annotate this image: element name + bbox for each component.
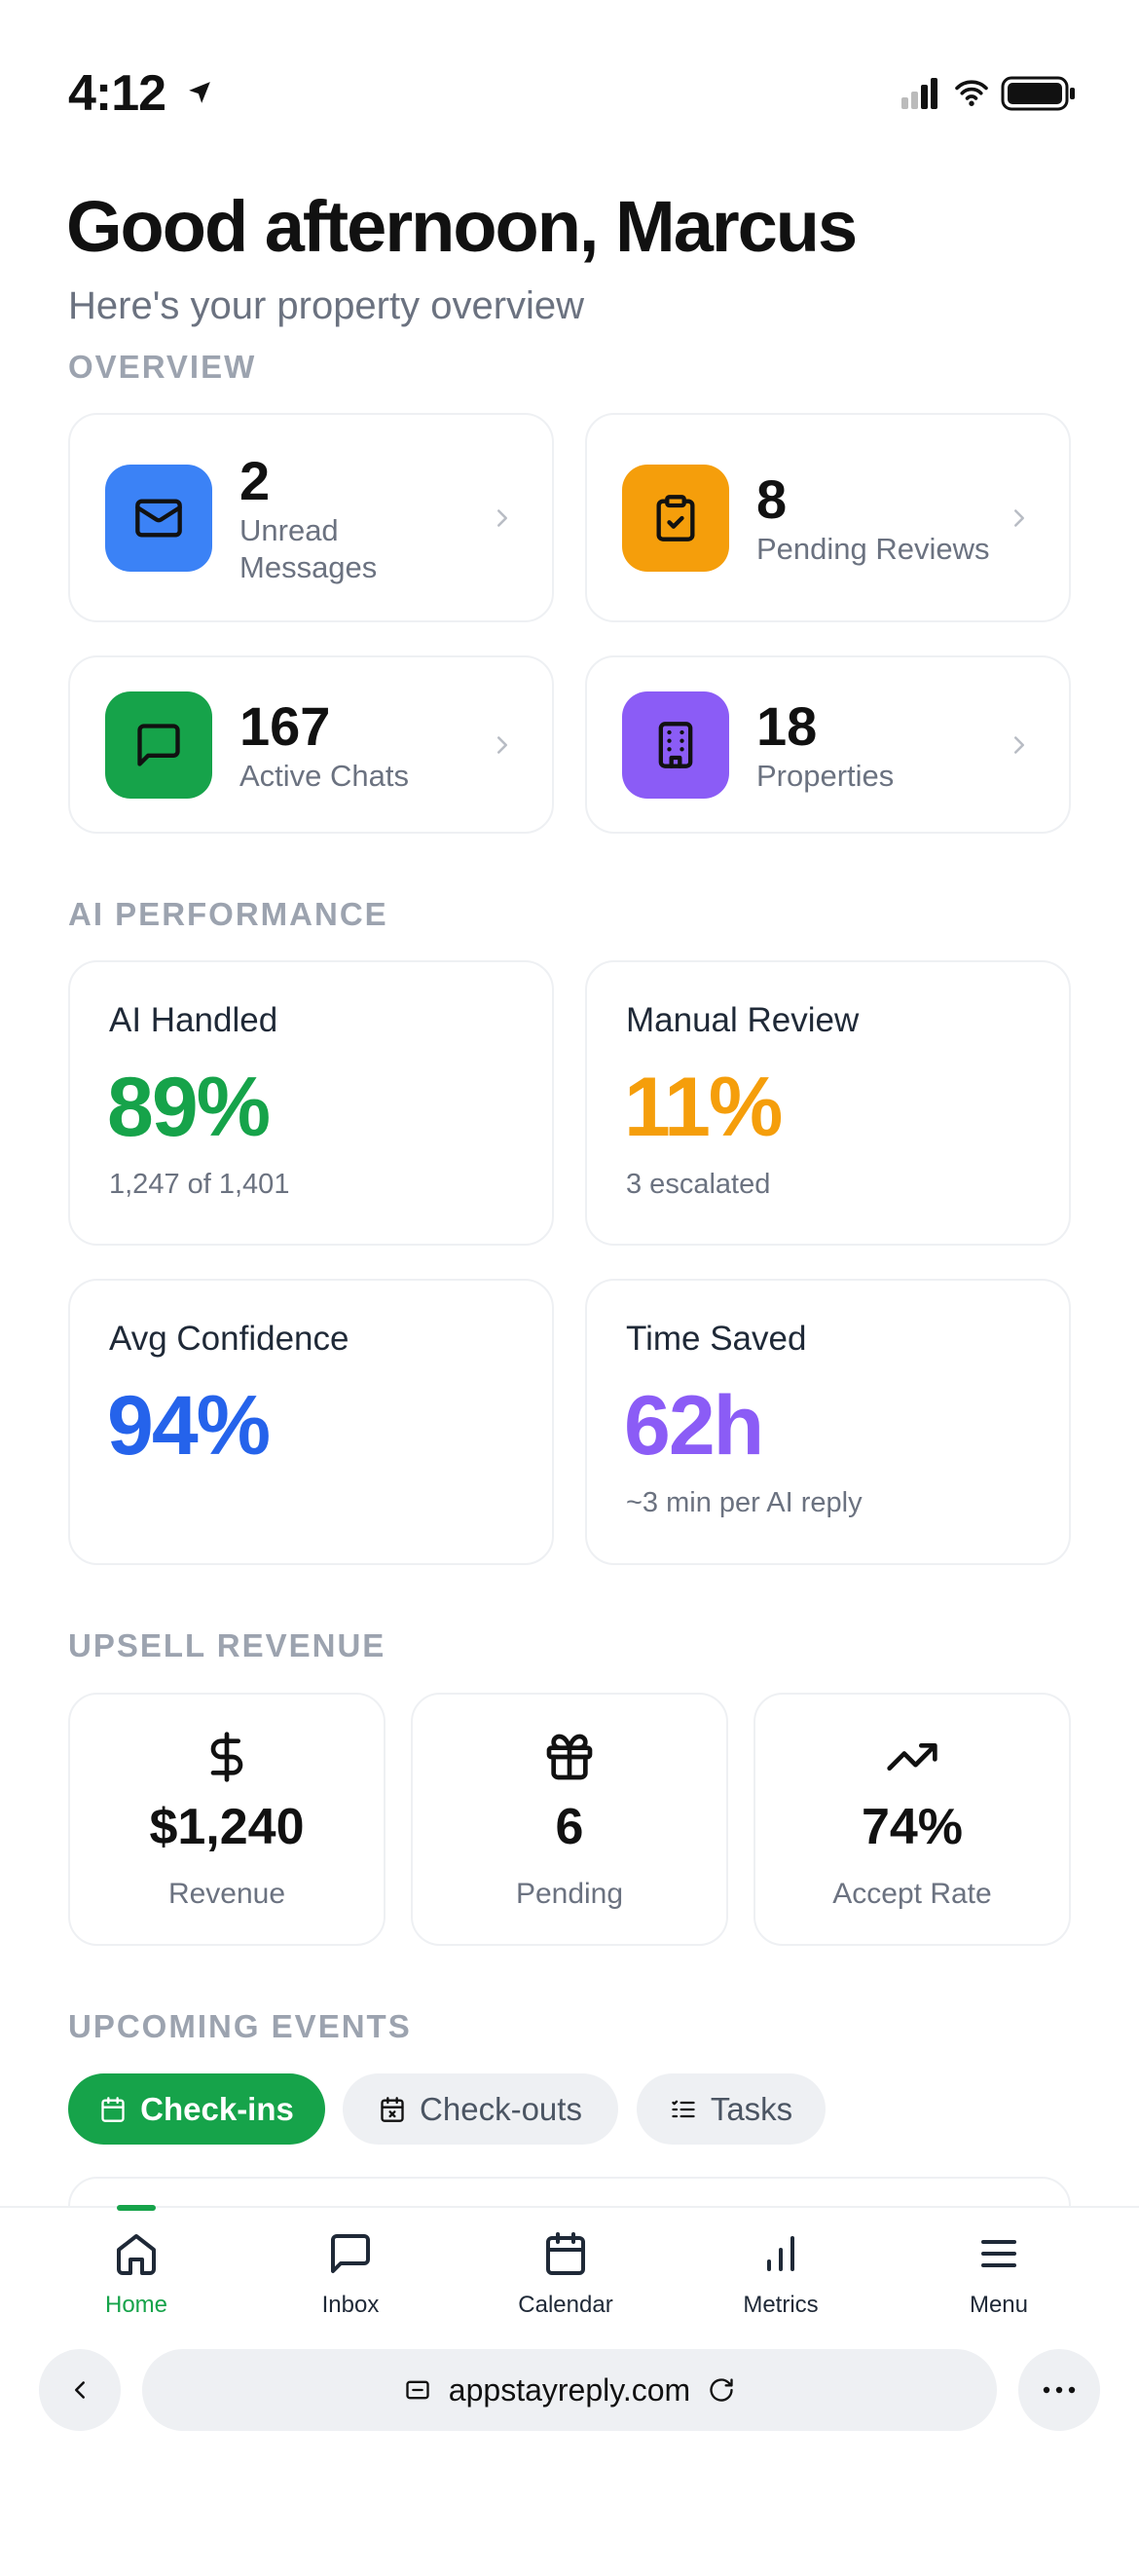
nav-label: Calendar [518,2292,613,2318]
battery-icon [1001,76,1075,111]
stat-label: Properties [756,758,895,793]
stat-card[interactable]: 18 Properties [585,655,1071,834]
tab[interactable]: Tasks [637,2073,826,2145]
nav-label: Menu [969,2292,1029,2318]
metric-card: AI Handled 89% 1,247 of 1,401 [68,960,554,1246]
metric-value: 62h [624,1379,764,1473]
metric-card: Manual Review 11% 3 escalated [585,960,1071,1246]
chevron [1005,730,1034,760]
chevron [488,504,517,533]
metric-detail: ~3 min per AI reply [626,1487,863,1518]
stat-card[interactable]: 2 Unread Messages [68,413,554,622]
upsell-card: 74% Accept Rate [753,1693,1071,1946]
stat-value: 18 [756,694,818,757]
upsell-label: Pending [515,1878,624,1910]
stat-value: 167 [239,694,331,757]
upsell-card: $1,240 Revenue [68,1693,386,1946]
upsell-label: Revenue [167,1878,286,1910]
metric-detail: 3 escalated [626,1169,771,1200]
wifi-icon [955,80,988,106]
tab[interactable]: Check-ins [68,2073,325,2145]
chat-icon [105,691,212,799]
trend-icon [755,1730,1069,1784]
stat-label: Active Chats [239,758,410,793]
upsell-value: 74% [861,1799,964,1855]
upsell-card: 6 Pending [411,1693,728,1946]
stat-value: 2 [239,449,271,511]
metric-value: 89% [107,1061,271,1154]
active-indicator [117,2205,156,2211]
nav-label: Home [104,2292,168,2318]
building-icon [622,691,729,799]
upsell-value: $1,240 [149,1799,305,1855]
metric-label: Manual Review [626,1001,860,1039]
section-heading: UPSELL REVENUE [68,1627,386,1663]
metric-card: Time Saved 62h ~3 min per AI reply [585,1279,1071,1565]
nav-item[interactable]: Calendar [478,2230,653,2319]
section-heading: OVERVIEW [68,349,257,385]
dollar-icon [70,1730,384,1784]
stat-value: 8 [756,467,788,530]
metric-card: Avg Confidence 94% [68,1279,554,1565]
stat-label: Pending Reviews [756,531,990,566]
chevron [1005,504,1034,533]
metric-label: Time Saved [626,1320,807,1358]
stat-card[interactable]: 167 Active Chats [68,655,554,834]
signal-icon [901,78,937,109]
url-bar[interactable]: appstayreply.com [142,2349,997,2431]
stat-card[interactable]: 8 Pending Reviews [585,413,1071,622]
section-heading: UPCOMING EVENTS [68,2008,412,2044]
screen: 4:12 Good afternoon, Marcus Here's your … [0,65,1139,2431]
metric-label: Avg Confidence [109,1320,349,1358]
clipboard-icon [622,464,729,572]
gift-icon [413,1730,726,1784]
section-heading: AI PERFORMANCE [68,896,388,932]
tab-label: Check-ins [140,2090,294,2127]
more-button[interactable] [1018,2349,1100,2431]
back-button[interactable] [39,2349,121,2431]
tab-label: Check-outs [420,2090,582,2127]
metric-value: 94% [107,1379,271,1473]
metric-detail: 1,247 of 1,401 [109,1169,290,1200]
mail-icon [105,464,212,572]
nav-item[interactable]: Home [49,2230,224,2319]
nav-label: Metrics [743,2292,819,2318]
subtitle: Here's your property overview [68,284,585,327]
status-time: 4:12 [68,65,166,122]
metric-label: AI Handled [109,1001,278,1039]
location-icon [189,82,210,103]
upsell-label: Accept Rate [832,1878,992,1910]
upsell-value: 6 [555,1799,584,1855]
tab[interactable]: Check-outs [343,2073,618,2145]
chevron [488,730,517,760]
nav-item[interactable]: Inbox [263,2230,438,2319]
nav-label: Inbox [321,2292,380,2318]
stat-label: Unread Messages [239,512,378,584]
tab-label: Tasks [710,2090,793,2127]
metric-value: 11% [624,1061,783,1154]
nav-item[interactable]: Menu [911,2230,1086,2319]
nav-item[interactable]: Metrics [693,2230,868,2319]
greeting: Good afternoon, Marcus [66,186,858,267]
url: appstayreply.com [448,2371,691,2408]
